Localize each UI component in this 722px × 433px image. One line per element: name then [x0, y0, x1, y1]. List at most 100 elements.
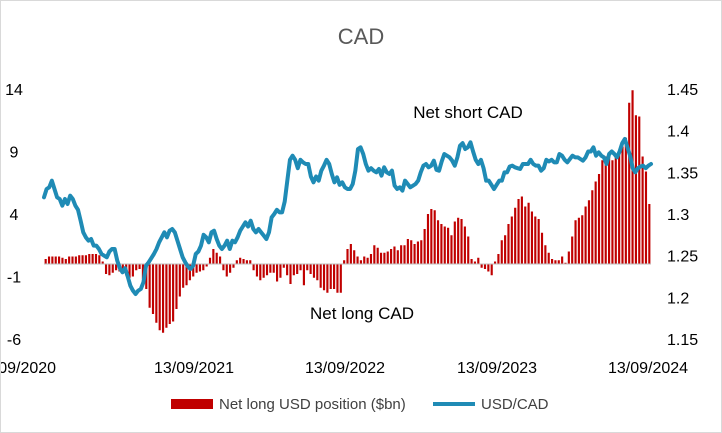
bar — [229, 264, 232, 273]
bar — [208, 257, 212, 264]
bar — [225, 264, 228, 277]
x-tick-label: 13/09/2023 — [457, 360, 537, 377]
bar — [450, 235, 453, 264]
bar — [309, 264, 312, 274]
bar — [510, 216, 513, 264]
bar — [624, 137, 627, 264]
bar — [493, 261, 497, 264]
x-tick-label: 13/09/2020 — [1, 360, 56, 377]
bar — [433, 210, 436, 264]
bar — [222, 264, 225, 271]
bar — [527, 202, 530, 264]
bar — [269, 264, 272, 273]
bar — [383, 252, 386, 264]
bar — [648, 204, 651, 264]
bar — [473, 261, 477, 264]
bar — [178, 264, 181, 297]
bar — [426, 214, 430, 264]
bar — [262, 264, 265, 278]
bar — [514, 207, 517, 264]
bar — [634, 115, 637, 264]
right-tick-label: 1.2 — [667, 290, 689, 307]
bar — [453, 221, 456, 264]
bar — [440, 224, 443, 264]
bar — [319, 264, 322, 288]
bar — [483, 264, 487, 269]
bar — [312, 264, 316, 278]
bar — [98, 255, 101, 264]
bar — [410, 240, 413, 264]
x-axis-labels: 13/09/2020 13/09/2021 13/09/2022 13/09/2023… — [1, 360, 688, 377]
bar — [185, 264, 188, 286]
bar — [547, 252, 550, 264]
bar — [413, 244, 416, 264]
bar — [457, 217, 460, 264]
legend-swatch-bars — [171, 399, 213, 409]
bar — [353, 250, 356, 264]
bar — [608, 156, 611, 264]
legend-label-bars: Net long USD position ($bn) — [219, 396, 406, 413]
bar — [400, 245, 403, 264]
bar — [242, 259, 245, 264]
bar — [520, 196, 523, 264]
bar — [574, 220, 577, 264]
bar — [192, 264, 195, 277]
bar — [276, 264, 279, 282]
bar — [594, 181, 597, 264]
bar — [524, 206, 527, 264]
bar — [322, 264, 326, 291]
bar — [376, 247, 379, 264]
bar — [316, 264, 319, 281]
bar — [91, 254, 94, 264]
bar — [604, 156, 607, 264]
x-tick-label: 13/09/2021 — [154, 360, 234, 377]
bar — [58, 256, 61, 264]
bar — [567, 251, 570, 264]
bar — [115, 264, 118, 271]
bar — [577, 217, 580, 264]
bar — [131, 264, 134, 277]
bar — [68, 256, 71, 264]
bar — [104, 264, 108, 274]
bar — [601, 160, 604, 264]
chart-title: CAD — [338, 24, 384, 49]
x-tick-label: 13/09/2022 — [305, 360, 385, 377]
bar — [292, 264, 295, 276]
bar — [64, 259, 67, 264]
right-tick-label: 1.35 — [667, 165, 698, 182]
bar — [141, 264, 145, 279]
bar — [195, 264, 198, 273]
bar — [460, 219, 463, 264]
bar — [306, 264, 309, 271]
bar — [61, 257, 64, 264]
bar — [359, 260, 362, 264]
bar — [644, 171, 648, 264]
bar — [436, 220, 440, 264]
left-tick-label: 4 — [10, 207, 19, 224]
bar — [282, 264, 285, 268]
bar — [198, 264, 202, 272]
annotation-net-long: Net long CAD — [310, 304, 414, 323]
bar — [544, 245, 547, 264]
bar — [259, 264, 262, 281]
bar — [88, 254, 91, 264]
bar — [564, 262, 567, 264]
bar — [135, 264, 138, 271]
bar — [497, 254, 500, 264]
bar — [587, 200, 591, 264]
bar — [212, 249, 215, 264]
bar — [279, 264, 282, 278]
bar — [504, 235, 507, 264]
bar — [47, 256, 51, 264]
right-tick-label: 1.15 — [667, 332, 698, 349]
bar — [161, 264, 165, 333]
bar — [71, 256, 74, 264]
bar — [339, 264, 342, 293]
bar — [202, 264, 205, 271]
bar — [416, 241, 419, 264]
bar — [296, 264, 299, 274]
bar — [628, 102, 631, 264]
right-tick-label: 1.45 — [667, 82, 698, 99]
